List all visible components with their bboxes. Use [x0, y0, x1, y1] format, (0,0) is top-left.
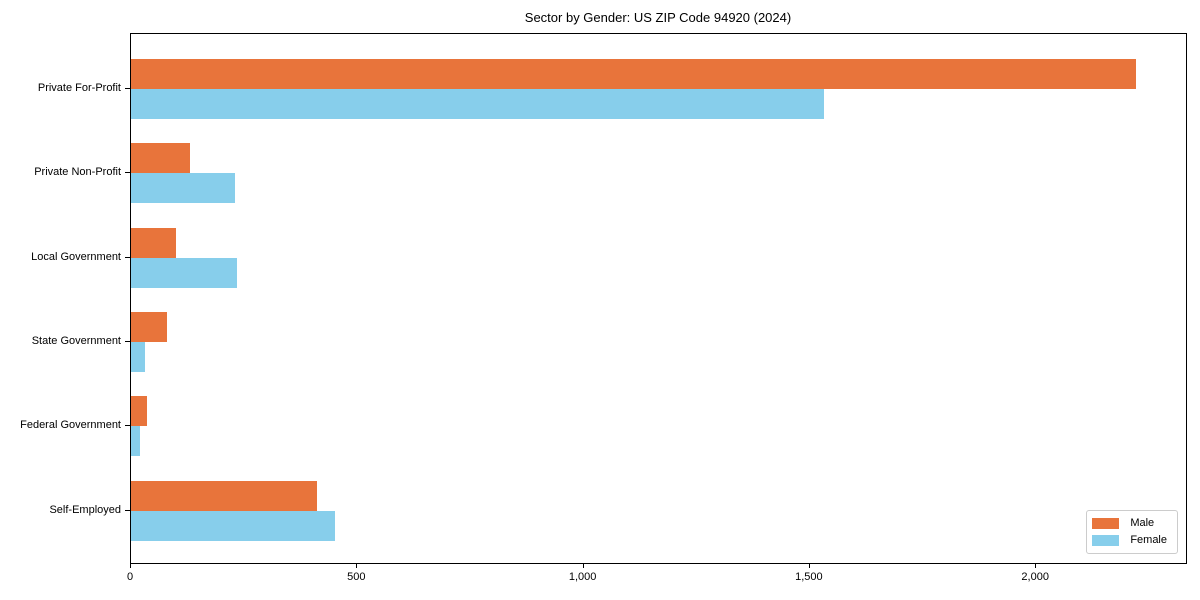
- bar-female-1: [131, 173, 236, 204]
- bar-male-5: [131, 480, 317, 511]
- ytick-label-2: Local Government: [31, 250, 121, 263]
- legend-swatch-female: [1092, 535, 1120, 546]
- bar-female-2: [131, 257, 238, 288]
- ytick-label-5: Self-Employed: [49, 503, 121, 516]
- ytick-label-3: State Government: [31, 334, 121, 347]
- xtick-mark-2: [582, 563, 584, 568]
- plot-area: Male Female: [130, 33, 1187, 564]
- bar-male-3: [131, 311, 168, 342]
- bar-male-1: [131, 143, 190, 174]
- legend: Male Female: [1086, 510, 1178, 554]
- ytick-mark-5: [125, 509, 130, 511]
- ytick-mark-0: [125, 88, 130, 89]
- xtick-mark-4: [1035, 563, 1037, 568]
- bar-female-4: [131, 426, 141, 457]
- ytick-label-4: Federal Government: [20, 419, 121, 432]
- xtick-label-3: 1,500: [795, 571, 823, 583]
- ytick-mark-2: [125, 256, 130, 258]
- ytick-label-1: Private Non-Profit: [34, 166, 121, 179]
- xtick-label-2: 1,000: [568, 571, 597, 583]
- xtick-mark-3: [808, 563, 810, 568]
- bar-male-4: [131, 396, 147, 427]
- bar-male-0: [131, 59, 1136, 89]
- bar-female-5: [131, 510, 335, 541]
- bar-female-0: [131, 89, 824, 119]
- xtick-label-1: 500: [347, 571, 366, 583]
- xtick-mark-1: [356, 563, 358, 568]
- xtick-label-4: 2,000: [1021, 571, 1049, 583]
- bar-male-2: [131, 227, 177, 258]
- legend-label-female: Female: [1130, 534, 1167, 546]
- xtick-mark-0: [130, 563, 131, 568]
- legend-item-male: Male: [1092, 517, 1167, 530]
- ytick-mark-1: [125, 172, 130, 174]
- chart-title: Sector by Gender: US ZIP Code 94920 (202…: [524, 10, 792, 25]
- ytick-label-0: Private For-Profit: [37, 82, 121, 94]
- bar-female-3: [131, 341, 145, 372]
- legend-label-male: Male: [1130, 517, 1155, 529]
- legend-swatch-male: [1092, 518, 1120, 529]
- ytick-mark-3: [125, 340, 130, 342]
- legend-item-female: Female: [1092, 534, 1167, 547]
- ytick-mark-4: [125, 425, 130, 427]
- xtick-label-0: 0: [126, 571, 134, 583]
